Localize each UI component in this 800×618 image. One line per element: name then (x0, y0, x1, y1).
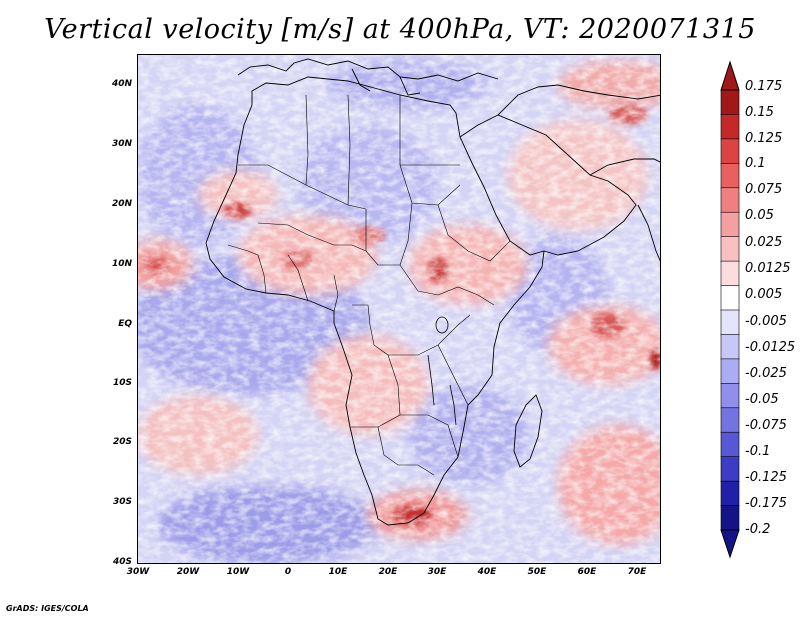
colorbar-bottom-arrow (720, 529, 740, 559)
lon-tick-label: 30W (126, 567, 150, 577)
lat-tick-label: 30S (112, 497, 132, 507)
colorbar-segment (720, 456, 740, 482)
colorbar-segment (720, 138, 740, 165)
lat-tick-label: 20S (112, 437, 132, 447)
colorbar-label: -0.005 (745, 314, 787, 329)
colorbar-label: 0.0125 (745, 261, 791, 276)
colorbar-label: -0.025 (745, 366, 787, 381)
colorbar-segment (720, 187, 740, 214)
colorbar-segment (720, 383, 740, 409)
lon-tick-label: 40E (477, 567, 497, 577)
colorbar-label: -0.075 (745, 418, 787, 433)
colorbar-segment (720, 163, 740, 189)
colorbar-segment (720, 505, 740, 531)
colorbar-segment (720, 114, 740, 140)
lon-tick-label: 0 (284, 567, 292, 577)
lon-tick-label: 10W (226, 567, 250, 577)
colorbar-segment (720, 358, 740, 385)
country-borders (227, 94, 511, 476)
lat-tick-label: 40N (111, 79, 132, 89)
colorbar-label: 0.075 (745, 182, 783, 197)
lakes (427, 316, 457, 426)
colorbar-label: -0.05 (745, 392, 779, 407)
colorbar-top-arrow (720, 60, 740, 91)
lat-tick-label: 10N (111, 259, 132, 269)
lon-tick-label: 10E (328, 567, 348, 577)
colorbar-label: -0.0125 (745, 340, 796, 355)
colorbar-segment (720, 407, 740, 434)
colorbar-segment (720, 260, 740, 287)
colorbar-label: -0.125 (745, 470, 787, 485)
colorbar-segment (720, 89, 740, 116)
lon-tick-label: 30E (427, 567, 447, 577)
colorbar-segment (720, 431, 740, 458)
lon-tick-label: 60E (577, 567, 597, 577)
colorbar-label: 0.005 (745, 287, 783, 302)
colorbar-label: 0.125 (745, 131, 783, 146)
colorbar-segment (720, 309, 740, 336)
colorbar-label: 0.05 (745, 208, 774, 223)
map-plot-area (137, 54, 661, 564)
lat-tick-label: EQ (118, 319, 132, 329)
colorbar-label: 0.1 (745, 156, 766, 171)
coastlines (205, 58, 660, 526)
colorbar-segment (720, 285, 740, 311)
lon-tick-label: 20E (378, 567, 398, 577)
map-title: Vertical velocity [m/s] at 400hPa, VT: 2… (44, 14, 756, 45)
colorbar-segment (720, 334, 740, 360)
lon-tick-label: 20W (176, 567, 200, 577)
colorbar-label: -0.175 (745, 496, 787, 511)
lat-tick-label: 20N (111, 199, 132, 209)
lat-tick-label: 30N (111, 139, 132, 149)
colorbar-segment (720, 480, 740, 507)
lon-tick-label: 70E (627, 567, 647, 577)
colorbar (720, 60, 740, 559)
fine-scale-texture (138, 55, 660, 563)
lat-tick-label: 10S (112, 378, 132, 388)
velocity-field-map (138, 55, 660, 563)
grads-credit: GrADS: IGES/COLA (6, 604, 89, 613)
lat-tick-label: 40S (112, 557, 132, 567)
colorbar-segment (720, 211, 740, 238)
colorbar-label: 0.025 (745, 235, 783, 250)
colorbar-label: 0.15 (745, 105, 774, 120)
colorbar-label: 0.175 (745, 79, 783, 94)
lon-tick-label: 50E (527, 567, 547, 577)
colorbar-segment (720, 236, 740, 262)
colorbar-label: -0.2 (745, 522, 771, 537)
colorbar-label: -0.1 (745, 444, 771, 459)
